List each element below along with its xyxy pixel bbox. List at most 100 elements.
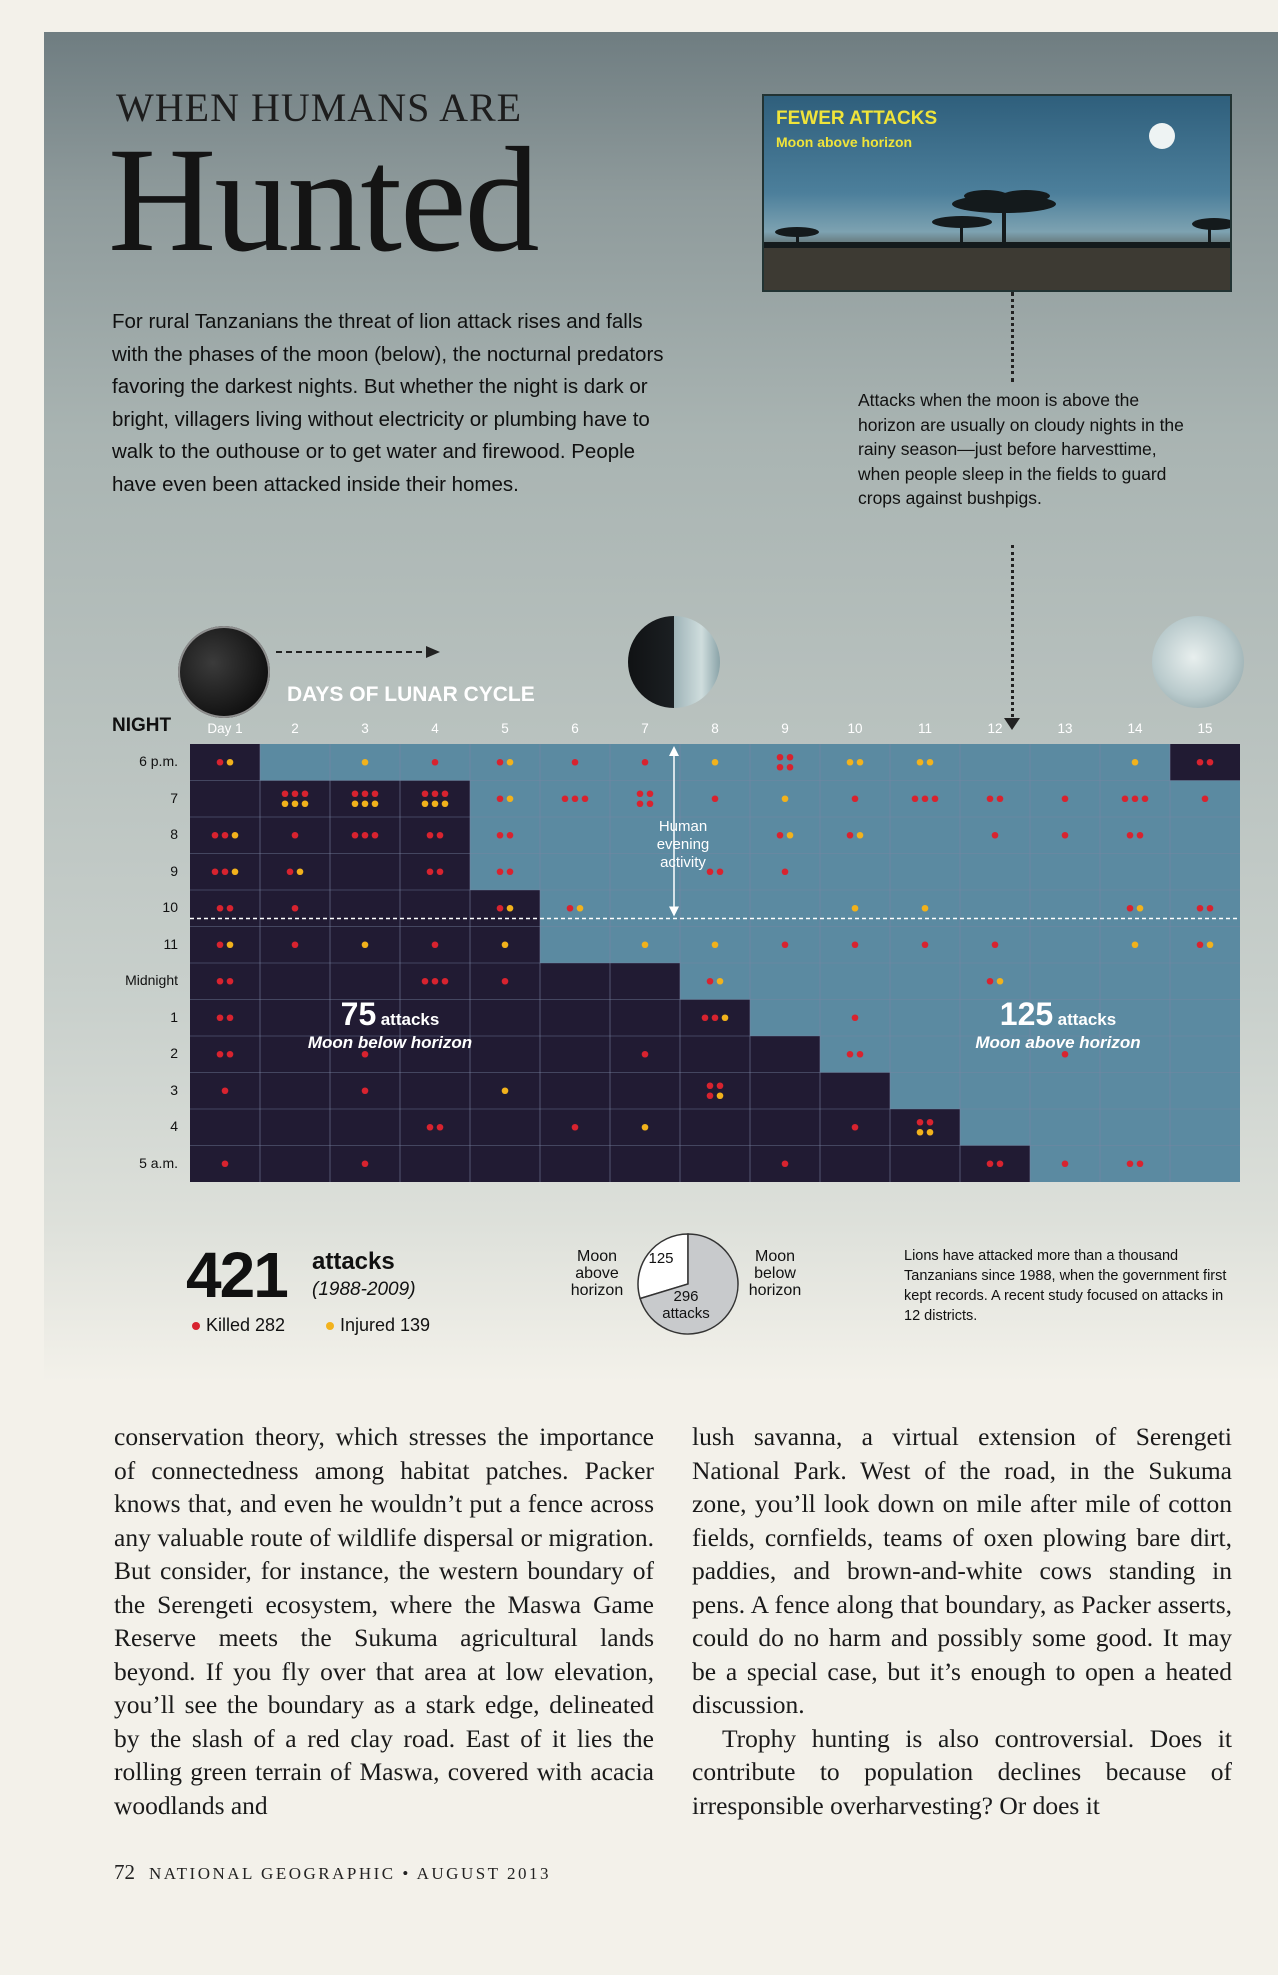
hour-label: 11 (163, 935, 178, 952)
moon-above-cell (1100, 1036, 1170, 1073)
killed-dot (716, 868, 724, 876)
full-moon-icon (1152, 616, 1244, 708)
article-col2-paragraph-1: lush savanna, a virtual extension of Ser… (692, 1422, 1232, 1719)
day-label: 3 (361, 721, 369, 736)
killed-dot (291, 790, 299, 798)
savanna-photo: FEWER ATTACKS Moon above horizon (762, 94, 1232, 292)
killed-dot (931, 795, 939, 803)
killed-dot (226, 977, 234, 985)
killed-dot (776, 753, 784, 761)
killed-dot (1206, 758, 1214, 766)
moon-below-cell (190, 890, 260, 927)
moon-above-cell (470, 744, 540, 781)
killed-dot (496, 795, 504, 803)
moon-above-cell (1170, 1072, 1240, 1109)
killed-dot (226, 1014, 234, 1022)
killed-dot (776, 831, 784, 839)
injured-dot (1131, 941, 1139, 949)
killed-dot (1061, 831, 1069, 839)
hour-label: 7 (170, 789, 178, 806)
moon-above-cell (1030, 890, 1100, 927)
moon-above-cell (610, 890, 680, 927)
lunar-direction-arrow-icon (276, 646, 440, 658)
moon-above-cell (1030, 853, 1100, 890)
moon-above-cell (1170, 926, 1240, 963)
injured-dot (576, 904, 584, 912)
killed-dot (851, 795, 859, 803)
day-label: 11 (917, 721, 932, 736)
hour-label: Midnight (125, 972, 178, 989)
moon-below-cell (400, 817, 470, 854)
moon-above-cell (1170, 963, 1240, 1000)
killed-dot (1126, 831, 1134, 839)
pie-above-value: 125 (648, 1250, 674, 1267)
killed-dot (436, 1123, 444, 1131)
injured-dot (506, 904, 514, 912)
moon-above-cell (1100, 963, 1170, 1000)
injured-dot (856, 831, 864, 839)
half-moon-icon (628, 616, 720, 708)
page-footer: 72 NATIONAL GEOGRAPHIC • AUGUST 2013 (114, 1860, 551, 1885)
moon-above-cell (260, 744, 330, 781)
injured-dot (281, 800, 289, 808)
moon-below-cell (470, 1109, 540, 1146)
moon-above-cell (1030, 926, 1100, 963)
moon-attack-pie (637, 1233, 739, 1335)
killed-dot (211, 831, 219, 839)
day-label: 9 (781, 721, 789, 736)
moon-below-cell (400, 780, 470, 817)
killed-dot (581, 795, 589, 803)
moon-below-cell (260, 780, 330, 817)
moon-above-cell (960, 890, 1030, 927)
moon-below-cell (540, 1072, 610, 1109)
human-activity-label: Human evening activity (656, 818, 710, 871)
moon-below-cell (540, 999, 610, 1036)
moon-above-cell (890, 1036, 960, 1073)
killed-dot (851, 1123, 859, 1131)
moon-below-cell (400, 853, 470, 890)
above-attack-count: 125 (999, 996, 1054, 1032)
day-label: 12 (987, 721, 1003, 736)
moon-above-cell (750, 744, 820, 781)
moon-below-cell (750, 1036, 820, 1073)
moon-below-cell (190, 1109, 260, 1146)
killed-dot (641, 1050, 649, 1058)
pie-above-label: Moon above horizon (570, 1248, 624, 1299)
injured-dot (421, 800, 429, 808)
killed-dot (786, 753, 794, 761)
moon-above-cell (960, 1109, 1030, 1146)
killed-dot (426, 868, 434, 876)
moon-above-cell (750, 963, 820, 1000)
intro-text: For rural Tanzanians the threat of lion … (112, 310, 664, 496)
killed-dot (1136, 831, 1144, 839)
killed-dot (431, 941, 439, 949)
legend-injured: Injured 139 (326, 1315, 430, 1336)
moon-above-cell (960, 1072, 1030, 1109)
killed-dot (571, 795, 579, 803)
injured-dot (1206, 941, 1214, 949)
killed-dot (291, 941, 299, 949)
killed-dot (281, 790, 289, 798)
day-label: 5 (501, 721, 509, 736)
killed-dot (641, 758, 649, 766)
killed-dot (361, 1087, 369, 1095)
moon-above-cell (890, 1072, 960, 1109)
day-label: 15 (1197, 721, 1213, 736)
killed-dot (361, 1160, 369, 1168)
killed-dot (226, 904, 234, 912)
injured-dot (361, 800, 369, 808)
kicker-title: WHEN HUMANS ARE (116, 85, 523, 130)
moon-above-cell (960, 1036, 1030, 1073)
day-label: 10 (847, 721, 863, 736)
killed-dot (646, 800, 654, 808)
footnote-text: Lions have attacked more than a thousand… (904, 1248, 1227, 1324)
moon-above-cell (610, 853, 680, 890)
killed-dot (1126, 904, 1134, 912)
callout-text: Attacks when the moon is above the horiz… (858, 390, 1184, 508)
moon-below-cell (1170, 744, 1240, 781)
killed-dot (436, 831, 444, 839)
hour-label: 10 (162, 899, 178, 916)
new-moon-icon (178, 626, 270, 718)
moon-below-cell (260, 999, 330, 1036)
injured-dot (711, 941, 719, 949)
